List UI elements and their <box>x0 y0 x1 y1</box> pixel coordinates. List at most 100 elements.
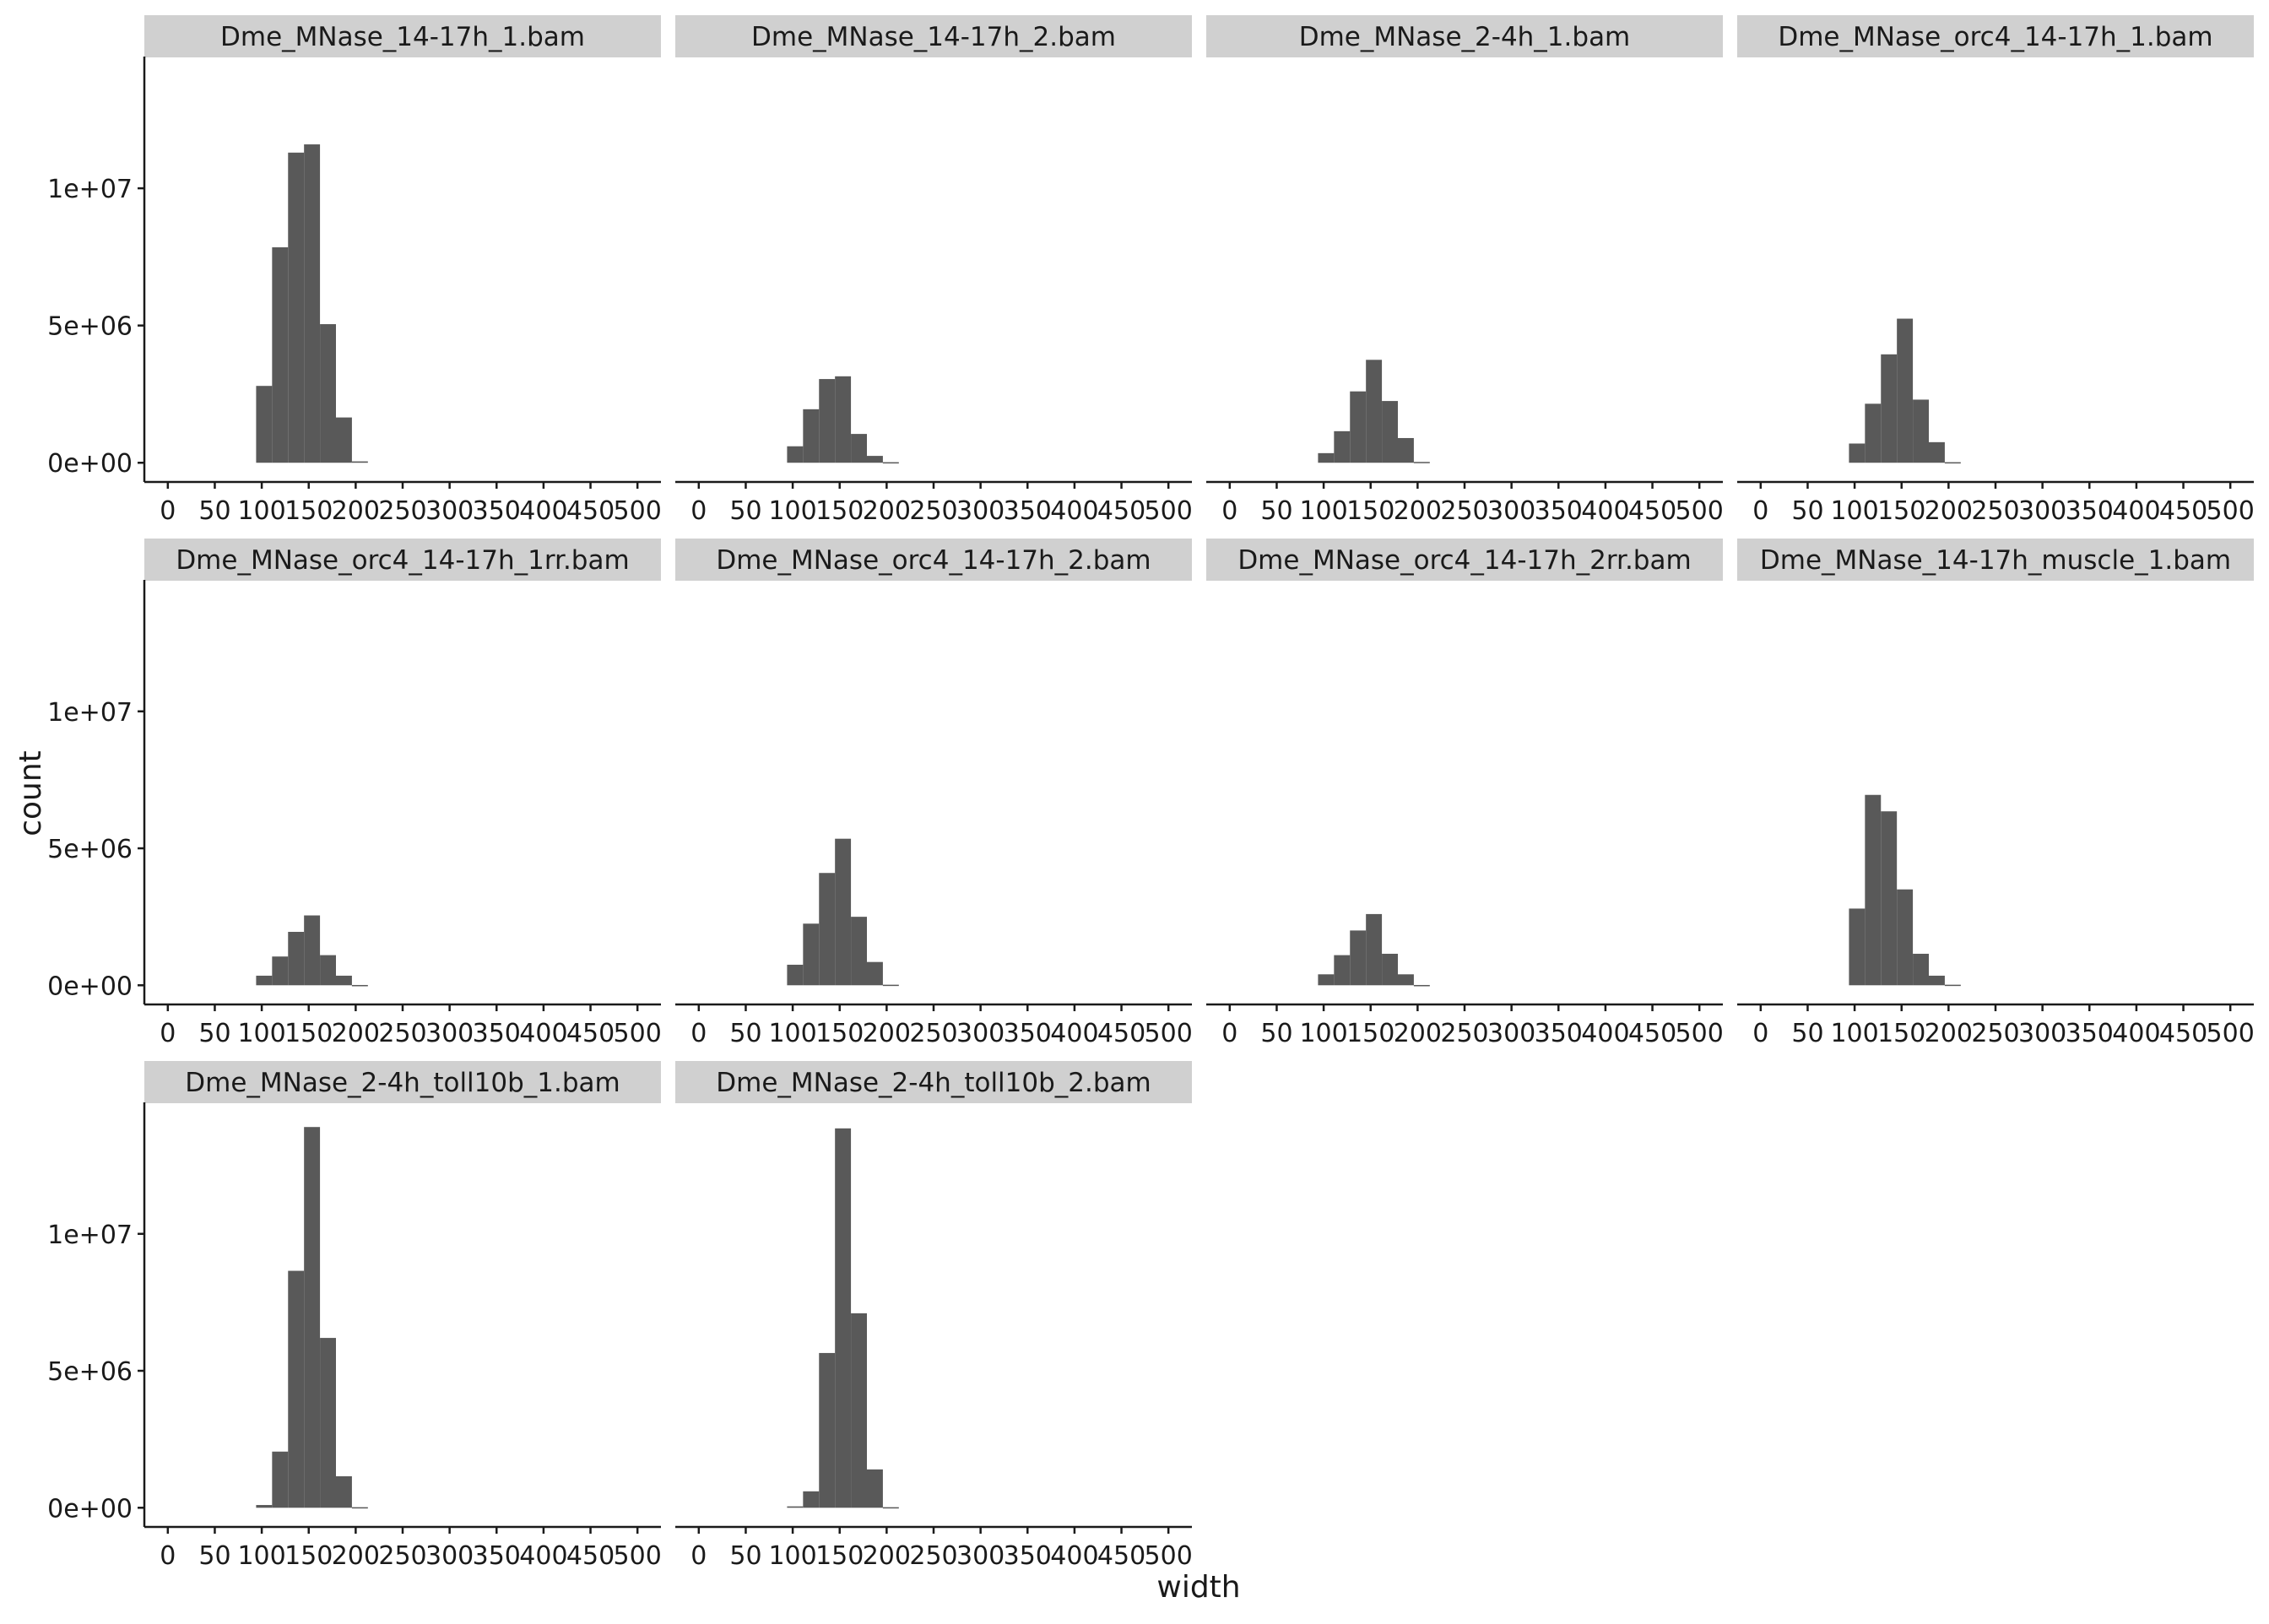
x-tick-label: 200 <box>863 1541 911 1571</box>
y-tick-label: 5e+06 <box>47 835 133 864</box>
x-tick-label: 300 <box>425 1019 474 1048</box>
x-tick-label: 100 <box>237 496 285 526</box>
x-tick-label: 100 <box>1830 496 1878 526</box>
histogram-bar <box>787 1506 804 1508</box>
x-tick-label: 300 <box>1487 1019 1535 1048</box>
histogram-bar <box>803 923 820 986</box>
x-tick-label: 400 <box>1050 496 1098 526</box>
x-tick-label: 50 <box>1260 1019 1292 1048</box>
histogram-bar <box>1897 889 1914 986</box>
histogram-bar <box>851 1313 867 1508</box>
x-tick-label: 400 <box>1581 496 1629 526</box>
x-tick-label: 250 <box>378 496 426 526</box>
x-tick-label: 400 <box>1050 1541 1098 1571</box>
x-tick-label: 400 <box>2112 496 2160 526</box>
histogram-bar <box>1350 391 1367 463</box>
x-tick-label: 0 <box>1221 496 1237 526</box>
histogram-bar <box>1350 930 1367 986</box>
x-tick-label: 400 <box>519 1541 567 1571</box>
facet-title: Dme_MNase_2-4h_toll10b_1.bam <box>185 1068 620 1098</box>
histogram-bar <box>1382 953 1398 986</box>
facet-strip <box>1737 15 2254 57</box>
histogram-bar <box>272 1451 289 1508</box>
x-tick-label: 250 <box>909 496 957 526</box>
x-tick-label: 250 <box>1440 1019 1488 1048</box>
facet-strip <box>675 1061 1192 1103</box>
histogram-bar <box>256 1505 273 1508</box>
x-tick-label: 300 <box>956 1541 1005 1571</box>
histogram-bar <box>1944 462 1961 464</box>
x-tick-label: 50 <box>1791 1019 1823 1048</box>
x-tick-label: 250 <box>1971 1019 2019 1048</box>
histogram-bar <box>1366 913 1383 986</box>
x-tick-label: 150 <box>815 1541 864 1571</box>
x-tick-label: 300 <box>1487 496 1535 526</box>
x-tick-label: 350 <box>1004 1541 1052 1571</box>
histogram-bar <box>272 956 289 986</box>
x-tick-label: 450 <box>566 1019 615 1048</box>
histogram-bar <box>835 376 852 463</box>
y-tick-label: 0e+00 <box>47 449 133 479</box>
histogram-bar <box>288 932 305 986</box>
y-axis-title: count <box>14 750 48 836</box>
x-tick-label: 100 <box>1299 1019 1347 1048</box>
histogram-bar <box>335 975 352 986</box>
x-tick-label: 450 <box>1097 1541 1145 1571</box>
facet-title: Dme_MNase_orc4_14-17h_1rr.bam <box>176 545 629 576</box>
histogram-bar <box>256 975 273 986</box>
histogram-bar <box>1944 984 1961 987</box>
x-tick-label: 200 <box>332 1541 380 1571</box>
x-tick-label: 400 <box>519 1019 567 1048</box>
x-tick-label: 450 <box>1628 496 1676 526</box>
x-tick-label: 0 <box>690 496 707 526</box>
x-tick-label: 200 <box>1925 1019 1973 1048</box>
x-tick-label: 100 <box>237 1019 285 1048</box>
histogram-bar <box>1913 399 1929 463</box>
x-tick-label: 350 <box>473 496 521 526</box>
histogram-bar <box>320 1338 336 1508</box>
y-tick-label: 1e+07 <box>47 1221 133 1250</box>
histogram-bar <box>787 964 804 986</box>
histogram-bar <box>1865 403 1882 463</box>
histogram-bar <box>1865 794 1882 986</box>
x-tick-label: 50 <box>198 1019 230 1048</box>
x-tick-label: 200 <box>1394 1019 1442 1048</box>
histogram-bar <box>288 152 305 463</box>
histogram-bar <box>1413 984 1430 987</box>
histogram-bar <box>1334 430 1351 463</box>
x-tick-label: 100 <box>237 1541 285 1571</box>
x-tick-label: 50 <box>729 1019 761 1048</box>
x-tick-label: 350 <box>2066 496 2114 526</box>
histogram-bar <box>335 1475 352 1508</box>
x-tick-label: 50 <box>729 496 761 526</box>
x-tick-label: 350 <box>1004 1019 1052 1048</box>
facet-title: Dme_MNase_2-4h_toll10b_2.bam <box>716 1068 1151 1098</box>
x-tick-label: 500 <box>614 1541 662 1571</box>
x-tick-label: 0 <box>690 1541 707 1571</box>
x-tick-label: 250 <box>1440 496 1488 526</box>
x-tick-label: 500 <box>1145 496 1193 526</box>
x-tick-label: 50 <box>1260 496 1292 526</box>
x-tick-label: 0 <box>690 1019 707 1048</box>
y-tick-label: 1e+07 <box>47 175 133 204</box>
histogram-bar <box>1397 437 1414 463</box>
histogram-bar <box>351 1507 368 1509</box>
x-tick-label: 150 <box>1346 496 1394 526</box>
x-tick-label: 300 <box>2018 1019 2066 1048</box>
histogram-bar <box>1318 452 1335 463</box>
x-tick-label: 150 <box>284 1019 333 1048</box>
x-tick-label: 300 <box>425 496 474 526</box>
facet-strip <box>675 539 1192 581</box>
x-tick-label: 150 <box>1877 1019 1925 1048</box>
facet-title: Dme_MNase_14-17h_muscle_1.bam <box>1760 545 2231 576</box>
histogram-bar <box>1334 955 1351 986</box>
x-tick-label: 50 <box>729 1541 761 1571</box>
x-tick-label: 450 <box>1097 496 1145 526</box>
x-tick-label: 50 <box>1791 496 1823 526</box>
x-tick-label: 350 <box>473 1541 521 1571</box>
histogram-bar <box>866 456 883 463</box>
histogram-bar <box>835 838 852 986</box>
x-tick-label: 500 <box>1676 496 1724 526</box>
x-tick-label: 100 <box>1299 496 1347 526</box>
